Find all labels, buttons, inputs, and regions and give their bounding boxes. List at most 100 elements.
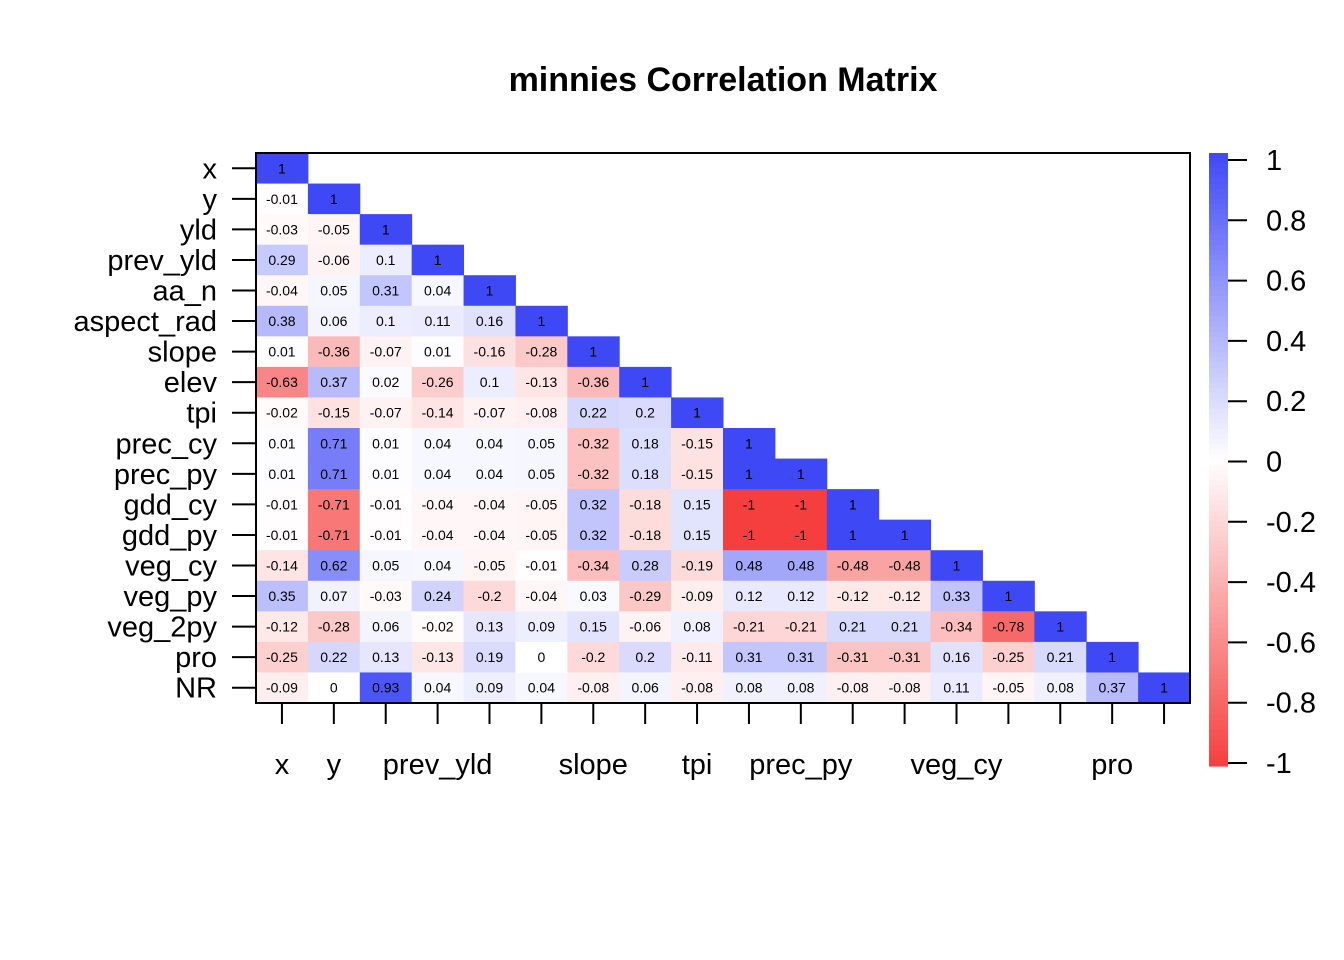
legend-gradient-step (1209, 474, 1228, 481)
cell-value-label: 0.21 (839, 619, 866, 635)
cell-value-label: 0.33 (943, 588, 970, 604)
heatmap-cell-veg_cy-gdd_cy (826, 550, 880, 582)
legend-gradient-step (1209, 628, 1228, 634)
legend-gradient-step (1209, 597, 1228, 604)
cell-value-label: 0.05 (528, 435, 555, 451)
heatmap-cell-veg_2py-veg_py (982, 611, 1035, 643)
heatmap-cell-gdd_cy-y (307, 489, 361, 521)
y-tick-label: pro (175, 642, 217, 674)
heatmap-cell-veg_py-elev (619, 580, 672, 612)
cell-value-label: 1 (1056, 619, 1064, 635)
cell-value-label: 1 (849, 527, 857, 543)
heatmap-cell-tpi-aspect_rad (515, 397, 568, 429)
cell-value-label: 0.11 (425, 313, 451, 329)
cell-value-label: 0.31 (787, 649, 814, 665)
heatmap-cell-veg_2py-gdd_cy (826, 611, 880, 643)
cell-value-label: -0.48 (837, 558, 869, 574)
y-tick-label: gdd_cy (123, 489, 217, 521)
heatmap-cell-prev_yld-x (256, 244, 309, 276)
heatmap-cell-slope-y (307, 336, 361, 368)
x-tick-label: y (327, 749, 342, 781)
cell-value-label: -1 (795, 527, 808, 543)
cell-value-label: -0.06 (318, 252, 350, 268)
heatmap-cell-slope-aa_n (463, 336, 516, 368)
heatmap-cell-veg_cy-elev (619, 550, 672, 582)
legend-gradient-step (1209, 576, 1228, 583)
cell-value-label: -0.01 (525, 558, 557, 574)
cell-value-label: 0.21 (1047, 649, 1074, 665)
heatmap-cell-NR-veg_cy (930, 672, 983, 704)
legend-gradient-step (1209, 311, 1228, 318)
cell-value-label: 0.1 (376, 313, 396, 329)
legend-gradient-step (1209, 490, 1228, 496)
cell-value-label: -0.71 (318, 527, 350, 543)
legend-gradient-step (1209, 663, 1228, 670)
cell-value-label: -0.09 (681, 588, 713, 604)
heatmap-cell-gdd_py-elev (619, 519, 672, 551)
legend-gradient-step (1209, 566, 1228, 573)
heatmap-cell-pro-prev_yld (411, 641, 465, 673)
y-axis: xyyldprev_yldaa_naspect_radslopeelevtpip… (74, 153, 256, 705)
legend-gradient-step (1209, 582, 1228, 588)
heatmap-cell-elev-x (256, 366, 309, 398)
cell-value-label: -0.08 (837, 680, 869, 696)
legend-gradient-step (1209, 612, 1228, 619)
heatmap-cell-pro-aspect_rad (515, 641, 568, 673)
legend-gradient-step (1209, 699, 1228, 706)
cell-value-label: 0.04 (424, 435, 451, 451)
heatmap-cell-gdd_py-x (256, 519, 309, 551)
heatmap-cell-elev-prev_yld (411, 366, 465, 398)
heatmap-cell-prev_yld-prev_yld (411, 244, 465, 276)
cell-value-label: 0.01 (372, 435, 399, 451)
heatmap-cell-NR-elev (619, 672, 672, 704)
legend-gradient-step (1209, 301, 1228, 307)
cell-value-label: 0.35 (268, 588, 295, 604)
legend-gradient-step (1209, 648, 1228, 655)
cell-value-label: -0.2 (477, 588, 501, 604)
y-tick-label: prev_yld (107, 245, 217, 277)
cell-value-label: -0.08 (577, 680, 609, 696)
legend-gradient-step (1209, 224, 1228, 231)
heatmap-cell-NR-prec_py (774, 672, 828, 704)
legend-gradient-step (1209, 444, 1228, 450)
heatmap-cell-prec_cy-prec_cy (723, 428, 776, 460)
heatmap-cell-gdd_cy-prec_cy (723, 489, 776, 521)
cell-value-label: 0.06 (632, 680, 659, 696)
heatmap-cell-pro-y (307, 641, 361, 673)
legend-gradient-step (1209, 158, 1228, 164)
heatmap-cell-pro-veg_cy (930, 641, 983, 673)
cell-value-label: -0.19 (681, 558, 713, 574)
legend-gradient-step (1209, 387, 1228, 394)
cell-value-label: 1 (589, 344, 597, 360)
heatmap-cell-prec_py-prev_yld (411, 458, 465, 490)
legend-gradient-step (1209, 520, 1228, 527)
legend-gradient-step (1209, 336, 1228, 343)
heatmap-cell-elev-aa_n (463, 366, 516, 398)
heatmap-cell-veg_py-tpi (671, 580, 724, 612)
legend-gradient-step (1209, 342, 1228, 348)
cell-value-label: -0.08 (681, 680, 713, 696)
x-tick-label: x (275, 749, 290, 781)
legend-gradient-step (1209, 725, 1228, 731)
heatmap-cell-y-y (307, 183, 361, 215)
heatmap-cell-gdd_cy-prec_py (774, 489, 828, 521)
cell-value-label: -0.04 (525, 588, 557, 604)
heatmap-cell-veg_cy-veg_cy (930, 550, 983, 582)
heatmap-cell-gdd_py-tpi (671, 519, 724, 551)
legend-gradient-step (1209, 316, 1228, 323)
cell-value-label: 0.04 (424, 558, 451, 574)
cell-value-label: 0.21 (891, 619, 918, 635)
legend-gradient-step (1209, 561, 1228, 568)
cell-value-label: -0.31 (837, 649, 869, 665)
heatmap-cell-aa_n-aa_n (463, 275, 516, 307)
heatmap-cell-prec_cy-elev (619, 428, 672, 460)
cell-value-label: -0.14 (422, 405, 454, 421)
cell-value-label: 0.01 (268, 466, 295, 482)
cell-value-label: 1 (849, 496, 857, 512)
heatmap-cell-veg_cy-prec_cy (723, 550, 776, 582)
heatmap-cell-prec_py-tpi (671, 458, 724, 490)
y-tick-label: veg_cy (125, 551, 217, 583)
cell-value-label: 0.01 (372, 466, 399, 482)
heatmap-cell-veg_cy-yld (359, 550, 413, 582)
cell-value-label: -0.26 (422, 374, 454, 390)
